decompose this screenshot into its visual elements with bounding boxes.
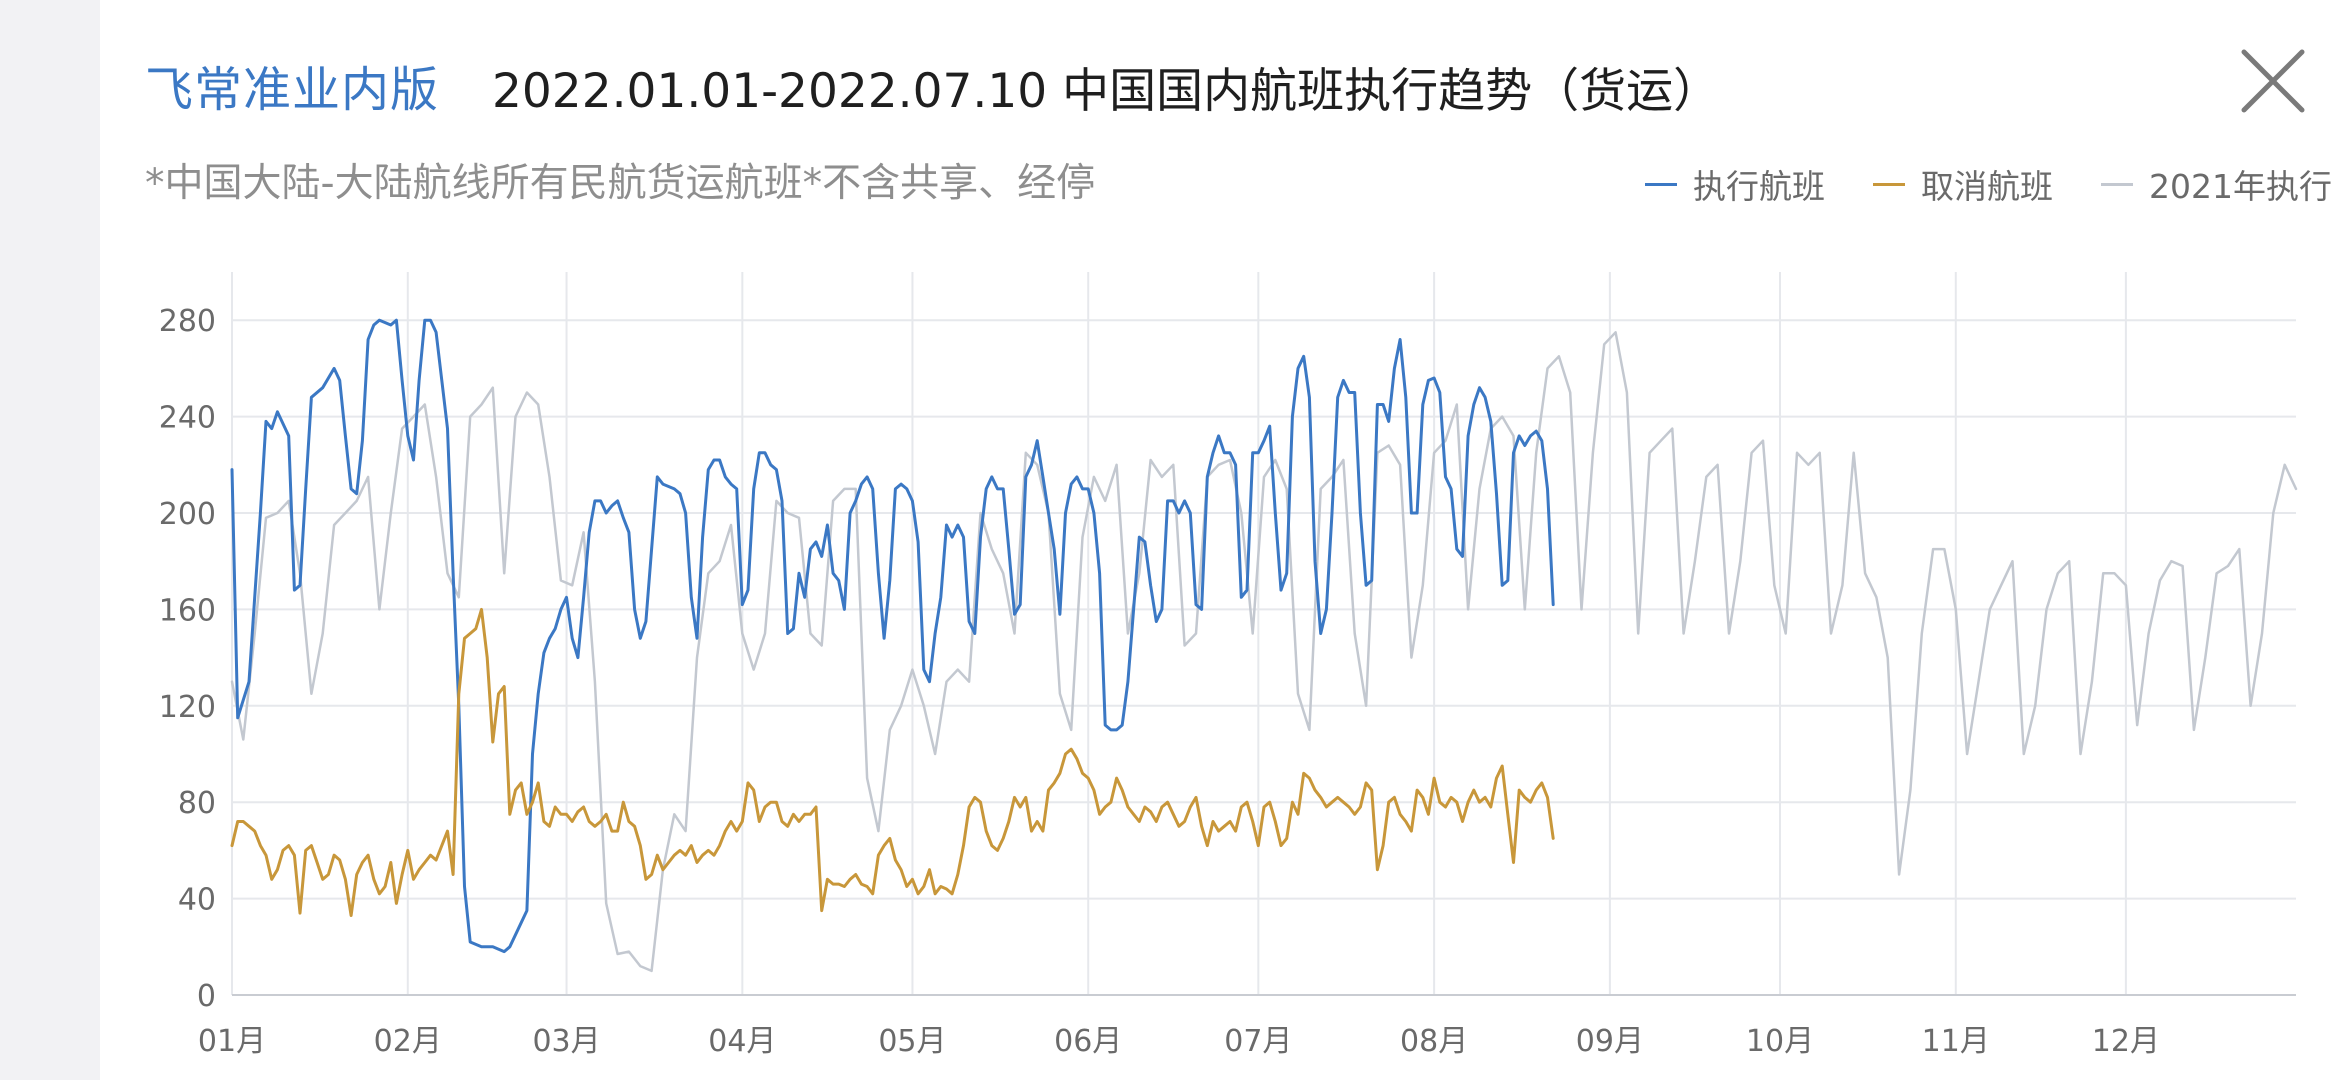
y-tick-label: 280 <box>159 304 216 339</box>
legend-label-executed: 执行航班 <box>1693 167 1826 206</box>
y-tick-label: 240 <box>159 401 216 436</box>
series-line-2021 <box>230 331 2298 973</box>
chart-card: 飞常准业内版 2022.01.01-2022.07.10 中国国内航班执行趋势（… <box>100 0 2340 1080</box>
close-icon <box>2241 49 2305 113</box>
x-tick-label: 03月 <box>532 1024 600 1059</box>
legend-label-cancelled: 取消航班 <box>1921 167 2054 206</box>
y-tick-label: 200 <box>159 497 216 532</box>
y-tick-label: 160 <box>159 593 216 628</box>
y-tick-label: 40 <box>178 883 216 918</box>
x-tick-label: 07月 <box>1224 1024 1292 1059</box>
x-tick-label: 09月 <box>1576 1024 1644 1059</box>
series-line-executed <box>230 318 1555 954</box>
series-line-cancelled <box>230 607 1555 917</box>
legend-swatch-executed <box>1645 182 1678 186</box>
legend-item-2021[interactable]: 2021年执行 <box>2101 160 2332 208</box>
line-chart: 0 40 80 120 160 200 240 280 01月 02月 03月 04月 05月 06月 07… <box>159 272 2298 1059</box>
legend-item-executed[interactable]: 执行航班 <box>1645 160 1825 208</box>
x-tick-label: 01月 <box>198 1024 266 1059</box>
brand-label: 飞常准业内版 <box>145 62 440 118</box>
x-tick-label: 08月 <box>1400 1024 1468 1059</box>
x-tick-label: 10月 <box>1746 1024 1814 1059</box>
page-title: 2022.01.01-2022.07.10 中国国内航班执行趋势（货运） <box>492 64 1721 119</box>
chart-subtitle: *中国大陆-大陆航线所有民航货运航班*不含共享、经停 <box>145 161 1096 206</box>
legend-item-cancelled[interactable]: 取消航班 <box>1873 160 2053 208</box>
x-tick-label: 06月 <box>1054 1024 1122 1059</box>
legend-swatch-2021 <box>2101 182 2134 186</box>
y-tick-label: 0 <box>197 979 216 1014</box>
x-tick-label: 05月 <box>878 1024 946 1059</box>
y-tick-label: 80 <box>178 786 216 821</box>
y-tick-label: 120 <box>159 690 216 725</box>
x-tick-label: 11月 <box>1922 1024 1990 1059</box>
chart-legend: 执行航班 取消航班 2021年执行 <box>1645 160 2332 208</box>
x-tick-label: 12月 <box>2092 1024 2160 1059</box>
x-tick-label: 02月 <box>374 1024 442 1059</box>
legend-swatch-cancelled <box>1873 182 1906 186</box>
legend-label-2021: 2021年执行 <box>2149 167 2332 206</box>
x-tick-label: 04月 <box>708 1024 776 1059</box>
close-button[interactable] <box>2238 46 2308 116</box>
